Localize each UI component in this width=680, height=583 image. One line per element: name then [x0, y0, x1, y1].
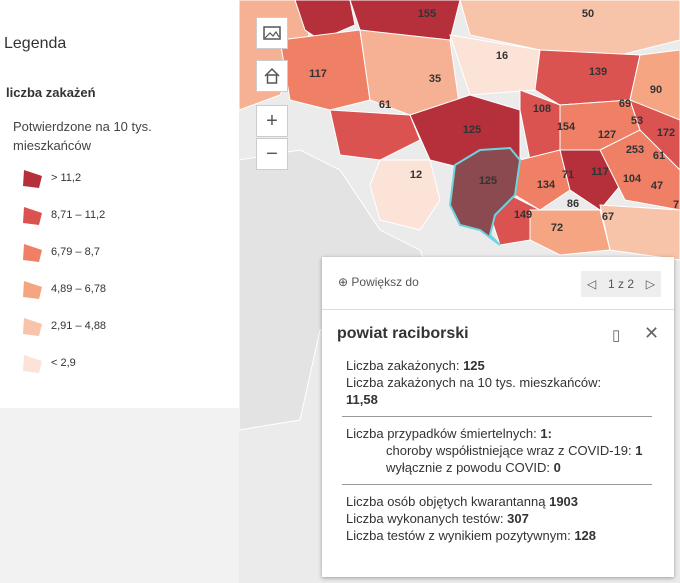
divider — [322, 309, 674, 310]
legend-item-label: 6,79 – 8,7 — [51, 246, 100, 258]
map-district[interactable] — [279, 29, 371, 111]
map-label: 61 — [653, 150, 665, 162]
covid-only-value: 0 — [553, 460, 561, 475]
map-label: 125 — [463, 124, 481, 136]
map-district[interactable] — [329, 109, 421, 161]
positive-label: Liczba testów z wynikiem pozytywnym: — [346, 528, 571, 543]
quarantine-value: 1903 — [549, 494, 579, 509]
popup-title: powiat raciborski — [337, 325, 469, 342]
tests-row: Liczba wykonanych testów: 307 — [346, 510, 656, 527]
dock-icon[interactable]: ▯ — [612, 327, 621, 344]
map-district[interactable] — [534, 49, 641, 106]
legend-subtitle: liczba zakażeń — [6, 85, 96, 100]
map-label: 155 — [418, 8, 436, 20]
legend-item-label: 2,91 – 4,88 — [51, 320, 107, 332]
cases-row: Liczba zakażonych: 125 — [346, 357, 656, 374]
legend-title: Legenda — [4, 35, 67, 52]
zoom-out-button[interactable]: − — [256, 138, 288, 170]
legend-panel: Legenda liczba zakażeń Potwierdzone na 1… — [0, 0, 240, 408]
popup-body: Liczba zakażonych: 125 Liczba zakażonych… — [342, 357, 656, 544]
positive-row: Liczba testów z wynikiem pozytywnym: 128 — [346, 527, 656, 544]
feature-popup: ⊕ Powiększ do ◁ 1 z 2 ▷ powiat raciborsk… — [322, 257, 674, 577]
zoom-in-icon: ⊕ — [338, 275, 349, 289]
map-label: 7 — [673, 199, 679, 211]
legend-swatch — [23, 207, 42, 225]
home-icon — [264, 67, 280, 84]
map-label: 12 — [410, 169, 422, 181]
map-district[interactable] — [359, 29, 461, 116]
divider — [342, 416, 652, 417]
map-label: 253 — [626, 144, 644, 156]
map-label: 71 — [562, 169, 574, 181]
deaths-label: Liczba przypadków śmiertelnych: — [346, 426, 537, 441]
legend-swatch — [23, 355, 42, 373]
map-label: 125 — [479, 175, 497, 187]
zoom-in-button[interactable]: + — [256, 105, 288, 137]
zoom-to-link[interactable]: ⊕ Powiększ do — [338, 275, 419, 289]
basemap-button[interactable] — [256, 17, 288, 49]
cases-per10k-value: 11,58 — [346, 392, 378, 407]
legend-item-label: < 2,9 — [51, 357, 76, 369]
deaths-row: Liczba przypadków śmiertelnych: 1: — [346, 425, 656, 442]
map-district[interactable] — [599, 129, 680, 211]
legend-item-label: 4,89 – 6,78 — [51, 283, 107, 295]
cases-label: Liczba zakażonych: — [346, 358, 460, 373]
popup-pager: ◁ 1 z 2 ▷ — [581, 271, 661, 297]
cases-value: 125 — [463, 358, 485, 373]
map-label: 47 — [651, 180, 663, 192]
map-label: 16 — [496, 50, 508, 62]
map-label: 127 — [598, 129, 616, 141]
pager-label: 1 z 2 — [607, 277, 634, 291]
home-button[interactable] — [256, 60, 288, 92]
legend-item-label: > 11,2 — [51, 172, 82, 184]
map-label: 149 — [514, 209, 532, 221]
map-label: 117 — [309, 68, 327, 80]
map-label: 108 — [533, 103, 551, 115]
legend-swatch — [23, 244, 42, 262]
map-label: 104 — [623, 173, 642, 185]
map-district[interactable] — [369, 159, 441, 231]
map-label: 172 — [657, 127, 675, 139]
map-label: 72 — [551, 222, 563, 234]
tests-value: 307 — [507, 511, 529, 526]
legend-item-label: 8,71 – 11,2 — [51, 209, 106, 221]
quarantine-row: Liczba osób objętych kwarantanną 1903 — [346, 493, 656, 510]
previous-icon[interactable]: ◁ — [587, 277, 597, 291]
map-label: 154 — [557, 121, 576, 133]
map-label: 139 — [589, 66, 607, 78]
legend-swatch — [23, 281, 42, 299]
zoom-to-label: Powiększ do — [351, 275, 419, 289]
map-label: 134 — [537, 179, 556, 191]
deaths-value: 1: — [540, 426, 552, 441]
cases-per10k-label: Liczba zakażonych na 10 tys. mieszkańców… — [346, 375, 602, 390]
map-district[interactable] — [599, 204, 680, 261]
selected-district-raciborski[interactable] — [448, 146, 522, 246]
close-icon[interactable]: ✕ — [644, 323, 660, 343]
map-label: 50 — [582, 8, 594, 20]
map-label: 86 — [567, 198, 579, 210]
map-label: 117 — [591, 166, 609, 178]
image-icon — [263, 26, 281, 40]
comorb-label: choroby współistniejące wraz z COVID-19: — [386, 443, 632, 458]
tests-label: Liczba wykonanych testów: — [346, 511, 504, 526]
legend-swatch — [23, 318, 42, 336]
legend-description: Potwierdzone na 10 tys. mieszkańców — [13, 119, 152, 153]
map-label: 61 — [379, 99, 391, 111]
map-label: 90 — [650, 84, 662, 96]
next-icon[interactable]: ▷ — [645, 277, 655, 291]
quarantine-label: Liczba osób objętych kwarantanną — [346, 494, 546, 509]
map-district[interactable] — [529, 209, 611, 256]
divider — [342, 484, 652, 485]
covid-only-row: wyłącznie z powodu COVID: 0 — [346, 459, 656, 476]
comorb-value: 1 — [635, 443, 643, 458]
comorb-row: choroby współistniejące wraz z COVID-19:… — [346, 442, 656, 459]
map-label: 67 — [602, 211, 614, 223]
map-label: 69 — [619, 98, 631, 110]
map-label: 53 — [631, 115, 643, 127]
map-label: 35 — [429, 73, 441, 85]
positive-value: 128 — [574, 528, 597, 543]
legend-swatch — [23, 170, 42, 188]
covid-only-label: wyłącznie z powodu COVID: — [386, 460, 551, 475]
